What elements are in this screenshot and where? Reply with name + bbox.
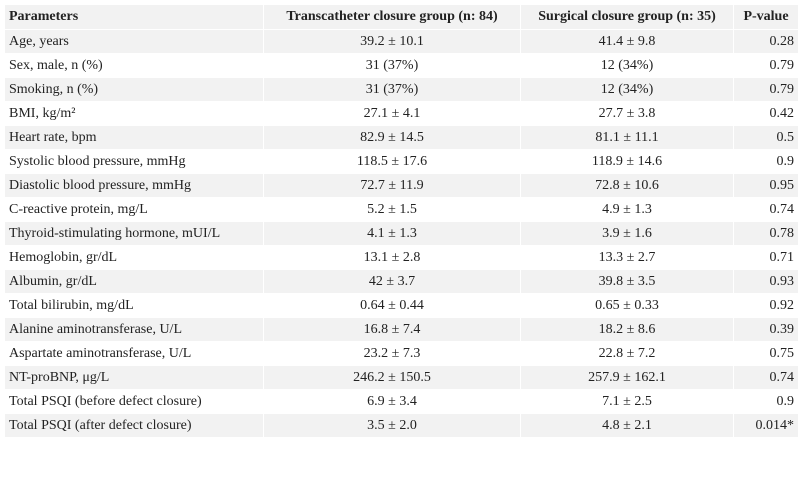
row-label: Thyroid-stimulating hormone, mUI/L <box>4 221 264 246</box>
table-row: Hemoglobin, gr/dL 13.1 ± 2.8 13.3 ± 2.7 0.7… <box>4 245 799 270</box>
cell: 0.74 <box>733 365 799 390</box>
cell: 0.9 <box>733 149 799 174</box>
cell: 72.8 ± 10.6 <box>520 173 734 198</box>
table-row: Aspartate aminotransferase, U/L 23.2 ± 7.… <box>4 341 799 366</box>
table-row: Albumin, gr/dL 42 ± 3.7 39.8 ± 3.5 0.93 <box>4 269 799 294</box>
cell: 0.42 <box>733 101 799 126</box>
cell: 0.28 <box>733 29 799 54</box>
cell: 246.2 ± 150.5 <box>263 365 521 390</box>
table-body: Age, years 39.2 ± 10.1 41.4 ± 9.8 0.28 Sex, … <box>4 29 799 438</box>
cell: 0.79 <box>733 77 799 102</box>
row-label: Total PSQI (before defect closure) <box>4 389 264 414</box>
table-row: Alanine aminotransferase, U/L 16.8 ± 7.4 1… <box>4 317 799 342</box>
row-label: Total PSQI (after defect closure) <box>4 413 264 438</box>
table-row: Systolic blood pressure, mmHg 118.5 ± 17.… <box>4 149 799 174</box>
cell: 0.92 <box>733 293 799 318</box>
cell: 39.2 ± 10.1 <box>263 29 521 54</box>
row-label: C-reactive protein, mg/L <box>4 197 264 222</box>
cell: 42 ± 3.7 <box>263 269 521 294</box>
cell: 0.5 <box>733 125 799 150</box>
row-label: Diastolic blood pressure, mmHg <box>4 173 264 198</box>
cell: 0.79 <box>733 53 799 78</box>
cell: 22.8 ± 7.2 <box>520 341 734 366</box>
row-label: Total bilirubin, mg/dL <box>4 293 264 318</box>
cell: 82.9 ± 14.5 <box>263 125 521 150</box>
header-cell: Parameters <box>4 4 264 30</box>
cell: 0.95 <box>733 173 799 198</box>
row-label: BMI, kg/m² <box>4 101 264 126</box>
cell: 0.71 <box>733 245 799 270</box>
cell: 41.4 ± 9.8 <box>520 29 734 54</box>
row-label: Age, years <box>4 29 264 54</box>
cell: 0.64 ± 0.44 <box>263 293 521 318</box>
cell: 0.74 <box>733 197 799 222</box>
cell: 0.9 <box>733 389 799 414</box>
row-label: Albumin, gr/dL <box>4 269 264 294</box>
cell: 0.39 <box>733 317 799 342</box>
table-row: C-reactive protein, mg/L 5.2 ± 1.5 4.9 ± 1… <box>4 197 799 222</box>
row-label: Sex, male, n (%) <box>4 53 264 78</box>
header-cell: Surgical closure group (n: 35) <box>520 4 734 30</box>
header-cell: P-value <box>733 4 799 30</box>
row-label: Alanine aminotransferase, U/L <box>4 317 264 342</box>
cell: 7.1 ± 2.5 <box>520 389 734 414</box>
header-cell: Transcatheter closure group (n: 84) <box>263 4 521 30</box>
cell: 12 (34%) <box>520 53 734 78</box>
table-row: Heart rate, bpm 82.9 ± 14.5 81.1 ± 11.1 0.5 <box>4 125 799 150</box>
cell: 18.2 ± 8.6 <box>520 317 734 342</box>
cell: 0.014* <box>733 413 799 438</box>
cell: 5.2 ± 1.5 <box>263 197 521 222</box>
cell: 13.1 ± 2.8 <box>263 245 521 270</box>
table-row: Diastolic blood pressure, mmHg 72.7 ± 11.… <box>4 173 799 198</box>
cell: 13.3 ± 2.7 <box>520 245 734 270</box>
cell: 4.8 ± 2.1 <box>520 413 734 438</box>
cell: 6.9 ± 3.4 <box>263 389 521 414</box>
cell: 4.1 ± 1.3 <box>263 221 521 246</box>
cell: 0.78 <box>733 221 799 246</box>
table-row: NT-proBNP, μg/L 246.2 ± 150.5 257.9 ± 162.… <box>4 365 799 390</box>
cell: 27.1 ± 4.1 <box>263 101 521 126</box>
cell: 31 (37%) <box>263 77 521 102</box>
row-label: Hemoglobin, gr/dL <box>4 245 264 270</box>
header-row: Parameters Transcatheter closure group (n… <box>4 4 799 30</box>
cell: 118.5 ± 17.6 <box>263 149 521 174</box>
cell: 4.9 ± 1.3 <box>520 197 734 222</box>
table-row: Total PSQI (before defect closure) 6.9 ± … <box>4 389 799 414</box>
cell: 27.7 ± 3.8 <box>520 101 734 126</box>
cell: 0.75 <box>733 341 799 366</box>
table-row: Sex, male, n (%) 31 (37%) 12 (34%) 0.79 <box>4 53 799 78</box>
row-label: Aspartate aminotransferase, U/L <box>4 341 264 366</box>
table-row: Age, years 39.2 ± 10.1 41.4 ± 9.8 0.28 <box>4 29 799 54</box>
cell: 118.9 ± 14.6 <box>520 149 734 174</box>
table-row: Total bilirubin, mg/dL 0.64 ± 0.44 0.65 ± … <box>4 293 799 318</box>
cell: 23.2 ± 7.3 <box>263 341 521 366</box>
cell: 39.8 ± 3.5 <box>520 269 734 294</box>
table-row: Smoking, n (%) 31 (37%) 12 (34%) 0.79 <box>4 77 799 102</box>
cell: 72.7 ± 11.9 <box>263 173 521 198</box>
cell: 12 (34%) <box>520 77 734 102</box>
row-label: NT-proBNP, μg/L <box>4 365 264 390</box>
table-row: Total PSQI (after defect closure) 3.5 ± 2… <box>4 413 799 438</box>
table-row: BMI, kg/m² 27.1 ± 4.1 27.7 ± 3.8 0.42 <box>4 101 799 126</box>
table-header: Parameters Transcatheter closure group (n… <box>4 4 799 30</box>
cell: 81.1 ± 11.1 <box>520 125 734 150</box>
data-table: Parameters Transcatheter closure group (n… <box>4 4 799 438</box>
cell: 3.5 ± 2.0 <box>263 413 521 438</box>
row-label: Heart rate, bpm <box>4 125 264 150</box>
cell: 0.65 ± 0.33 <box>520 293 734 318</box>
row-label: Systolic blood pressure, mmHg <box>4 149 264 174</box>
row-label: Smoking, n (%) <box>4 77 264 102</box>
cell: 16.8 ± 7.4 <box>263 317 521 342</box>
cell: 0.93 <box>733 269 799 294</box>
cell: 3.9 ± 1.6 <box>520 221 734 246</box>
table-row: Thyroid-stimulating hormone, mUI/L 4.1 ± … <box>4 221 799 246</box>
cell: 31 (37%) <box>263 53 521 78</box>
cell: 257.9 ± 162.1 <box>520 365 734 390</box>
